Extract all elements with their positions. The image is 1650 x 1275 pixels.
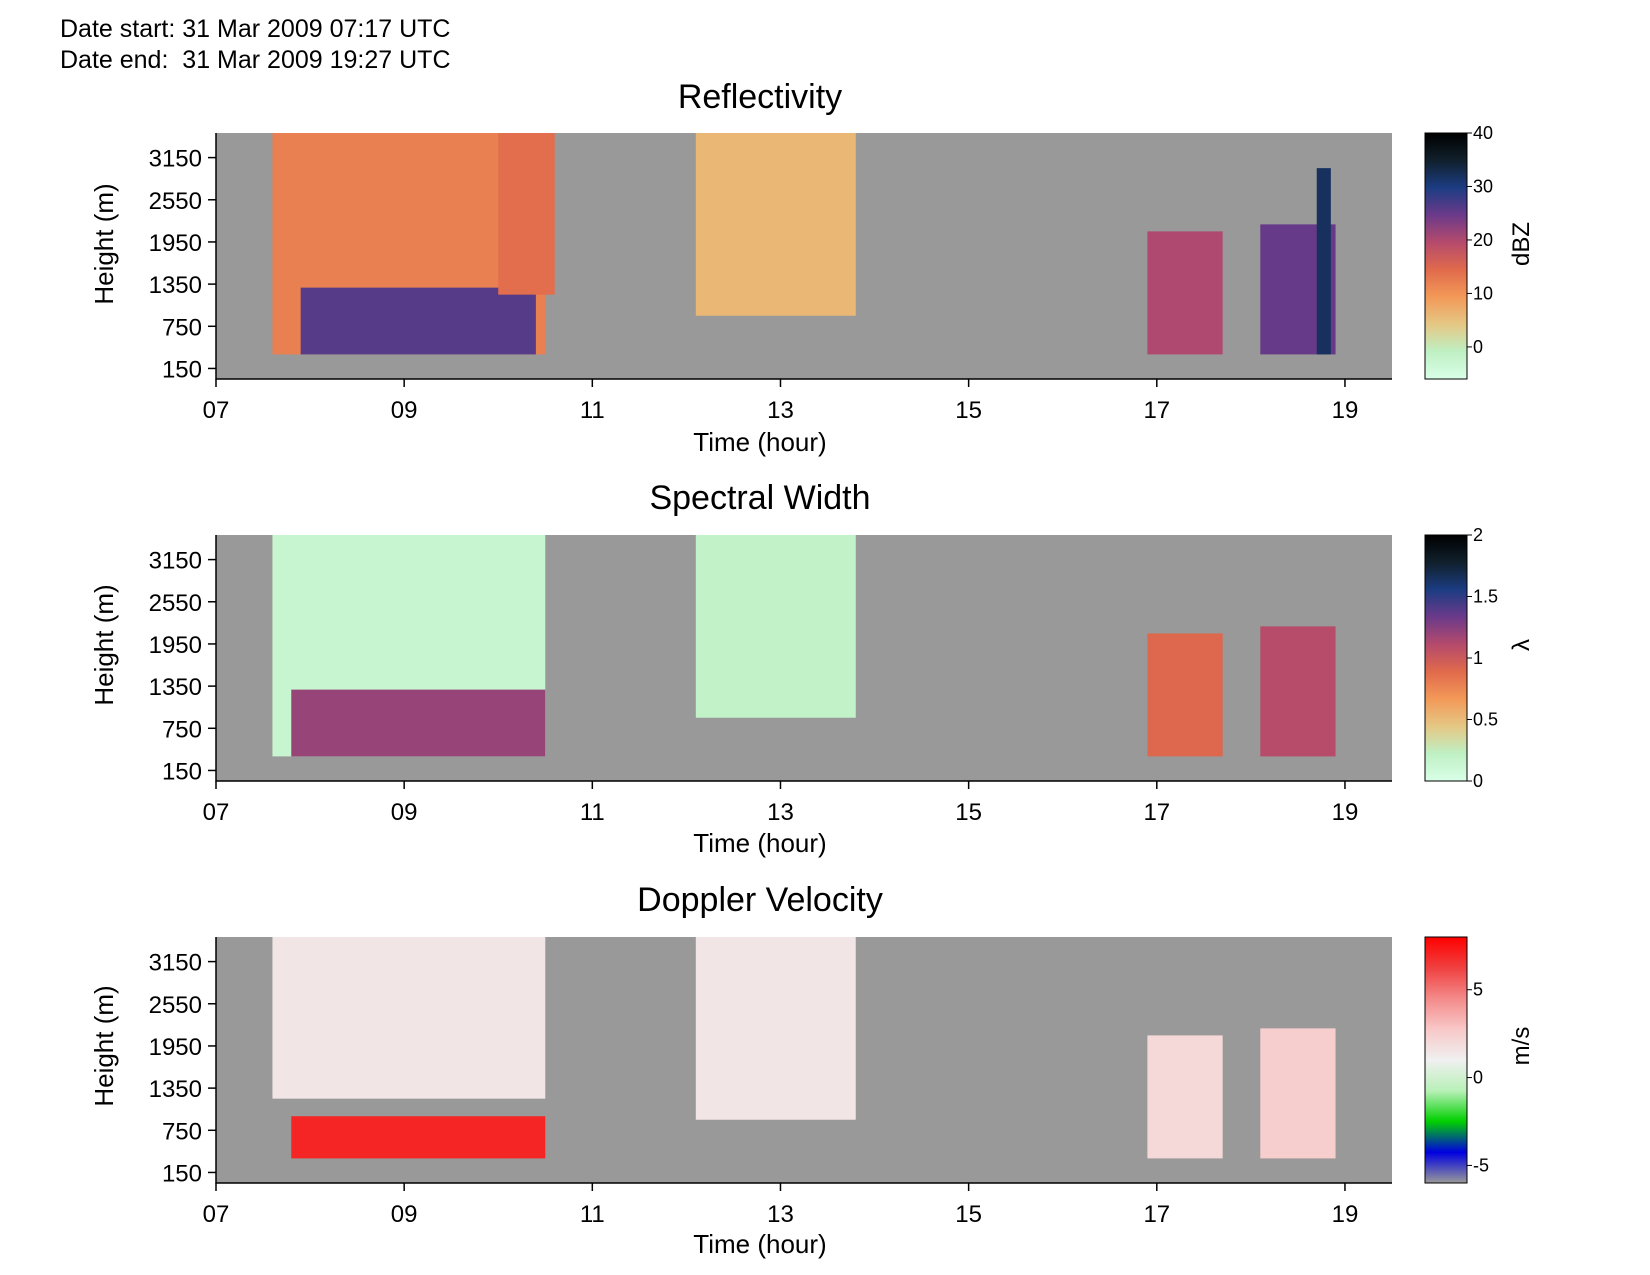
- reflectivity-echo-region: [695, 133, 856, 316]
- doppler-velocity-ylabel: Height (m): [89, 985, 119, 1106]
- doppler-velocity-colorbar: [1424, 936, 1468, 1184]
- doppler-velocity-panel: Doppler Velocity Time (hour) Height (m) …: [89, 881, 1535, 1259]
- spectral-width-colorbar-tick-label: 2: [1473, 525, 1483, 545]
- reflectivity-echo-region: [1147, 231, 1223, 355]
- doppler-velocity-data-regions: [272, 937, 1336, 1159]
- reflectivity-colorbar-tick-label: 10: [1473, 283, 1493, 303]
- reflectivity-echo-region: [1316, 168, 1331, 355]
- doppler-velocity-y-tick-label: 2550: [149, 992, 202, 1019]
- reflectivity-x-tick-label: 13: [767, 397, 794, 424]
- doppler-velocity-y-tick-label: 1950: [149, 1034, 202, 1061]
- spectral-width-y-tick-label: 3150: [149, 548, 202, 575]
- reflectivity-y-tick-label: 3150: [149, 146, 202, 173]
- spectral-width-echo-region: [291, 689, 546, 757]
- spectral-width-data-regions: [272, 535, 1336, 757]
- doppler-velocity-title: Doppler Velocity: [637, 881, 883, 919]
- doppler-velocity-xlabel: Time (hour): [693, 1229, 826, 1259]
- reflectivity-colorbar-tick-label: 0: [1473, 337, 1483, 357]
- doppler-velocity-echo-region: [272, 937, 546, 1099]
- reflectivity-panel: Reflectivity Time (hour) Height (m) dBZ …: [89, 78, 1535, 457]
- doppler-velocity-x-tick-label: 13: [767, 1201, 794, 1228]
- doppler-velocity-x-tick-label: 15: [955, 1201, 982, 1228]
- spectral-width-colorbar-tick-label: 1.5: [1473, 587, 1498, 607]
- spectral-width-y-tick-label: 750: [162, 716, 202, 743]
- spectral-width-panel: Spectral Width Time (hour) Height (m) λ …: [89, 479, 1535, 858]
- reflectivity-colorbar-tick-label: 30: [1473, 176, 1493, 196]
- spectral-width-x-tick-label: 09: [391, 799, 418, 826]
- doppler-velocity-y-tick-label: 3150: [149, 950, 202, 977]
- reflectivity-xlabel: Time (hour): [693, 427, 826, 457]
- reflectivity-data-regions: [272, 133, 1336, 355]
- doppler-velocity-echo-region: [1260, 1028, 1336, 1159]
- doppler-velocity-x-tick-label: 07: [203, 1201, 230, 1228]
- spectral-width-y-tick-label: 150: [162, 758, 202, 785]
- doppler-velocity-echo-region: [695, 937, 856, 1120]
- spectral-width-ylabel: Height (m): [89, 584, 119, 705]
- spectral-width-y-tick-label: 1950: [149, 632, 202, 659]
- spectral-width-x-tick-label: 13: [767, 799, 794, 826]
- doppler-velocity-colorbar-tick-label: 0: [1473, 1068, 1483, 1088]
- doppler-velocity-colorbar-label: m/s: [1508, 1027, 1535, 1066]
- spectral-width-xlabel: Time (hour): [693, 828, 826, 858]
- reflectivity-ylabel: Height (m): [89, 183, 119, 304]
- reflectivity-x-tick-label: 11: [580, 397, 605, 424]
- date-start-label: Date start: 31 Mar 2009 07:17 UTC: [60, 15, 451, 43]
- spectral-width-y-tick-label: 2550: [149, 590, 202, 617]
- spectral-width-y-tick-label: 1350: [149, 674, 202, 701]
- reflectivity-colorbar: [1424, 132, 1468, 380]
- spectral-width-x-tick-label: 15: [955, 799, 982, 826]
- spectral-width-x-tick-label: 07: [203, 799, 230, 826]
- doppler-velocity-y-tick-label: 1350: [149, 1076, 202, 1103]
- doppler-velocity-x-tick-label: 11: [580, 1201, 605, 1228]
- reflectivity-echo-region: [498, 133, 555, 295]
- reflectivity-y-tick-label: 750: [162, 314, 202, 341]
- doppler-velocity-colorbar-tick-label: -5: [1473, 1155, 1489, 1175]
- spectral-width-x-tick-label: 11: [580, 799, 605, 826]
- spectral-width-colorbar-label: λ: [1508, 639, 1535, 651]
- reflectivity-colorbar-label: dBZ: [1508, 222, 1535, 266]
- doppler-velocity-y-tick-label: 150: [162, 1160, 202, 1187]
- reflectivity-y-tick-label: 2550: [149, 188, 202, 215]
- reflectivity-colorbar-tick-label: 20: [1473, 230, 1493, 250]
- spectral-width-x-tick-label: 17: [1143, 799, 1170, 826]
- spectral-width-colorbar: [1424, 534, 1468, 782]
- doppler-velocity-echo-region: [291, 1116, 546, 1159]
- reflectivity-y-tick-label: 150: [162, 356, 202, 383]
- spectral-width-colorbar-tick-label: 0.5: [1473, 710, 1498, 730]
- reflectivity-x-tick-label: 09: [391, 397, 418, 424]
- reflectivity-echo-region: [300, 287, 536, 355]
- doppler-velocity-x-tick-label: 09: [391, 1201, 418, 1228]
- date-header: Date start: 31 Mar 2009 07:17 UTC Date e…: [60, 14, 451, 76]
- reflectivity-x-tick-label: 07: [203, 397, 230, 424]
- doppler-velocity-x-tick-label: 17: [1143, 1201, 1170, 1228]
- doppler-velocity-echo-region: [1147, 1035, 1223, 1159]
- reflectivity-x-tick-label: 19: [1332, 397, 1359, 424]
- spectral-width-colorbar-tick-label: 1: [1473, 648, 1483, 668]
- spectral-width-title: Spectral Width: [649, 479, 870, 517]
- doppler-velocity-y-tick-label: 750: [162, 1118, 202, 1145]
- spectral-width-echo-region: [695, 535, 856, 718]
- date-end-label: Date end: 31 Mar 2009 19:27 UTC: [60, 46, 451, 74]
- spectral-width-colorbar-tick-label: 0: [1473, 771, 1483, 791]
- reflectivity-y-tick-label: 1350: [149, 272, 202, 299]
- reflectivity-colorbar-tick-label: 40: [1473, 123, 1493, 143]
- doppler-velocity-colorbar-tick-label: 5: [1473, 980, 1483, 1000]
- reflectivity-x-tick-label: 15: [955, 397, 982, 424]
- spectral-width-x-tick-label: 19: [1332, 799, 1359, 826]
- reflectivity-y-tick-label: 1950: [149, 230, 202, 257]
- spectral-width-echo-region: [1260, 626, 1336, 757]
- doppler-velocity-x-tick-label: 19: [1332, 1201, 1359, 1228]
- reflectivity-title: Reflectivity: [678, 78, 842, 116]
- reflectivity-x-tick-label: 17: [1143, 397, 1170, 424]
- spectral-width-echo-region: [1147, 633, 1223, 757]
